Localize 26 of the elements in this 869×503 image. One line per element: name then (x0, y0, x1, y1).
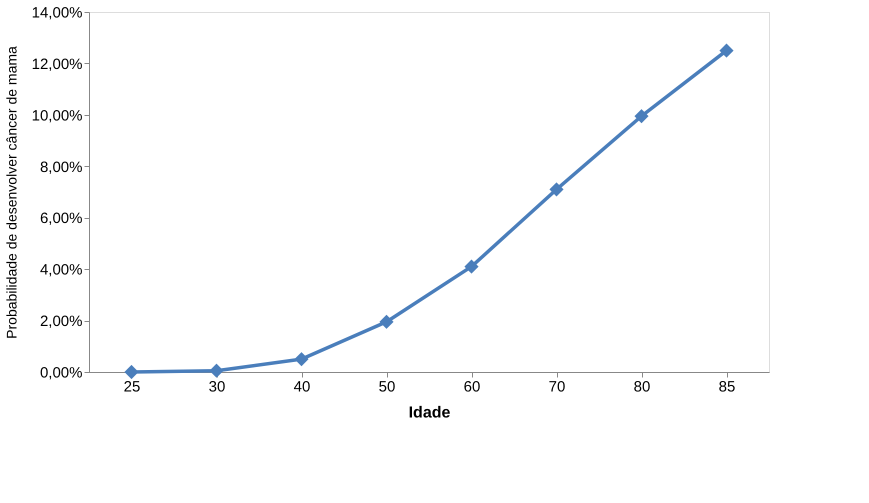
point (124, 364, 139, 380)
point (549, 182, 564, 196)
y-tick-label: 4,00% (40, 262, 82, 279)
x-tick-label: 80 (634, 378, 650, 396)
point (294, 352, 309, 366)
y-tick-label: 0,00% (40, 364, 82, 382)
point (634, 109, 649, 124)
x-tick-label: 40 (294, 378, 310, 396)
point (464, 260, 479, 274)
x-tick-label: 25 (124, 378, 140, 396)
y-tick-label: 12,00% (32, 56, 82, 73)
x-tick-label: 30 (208, 378, 226, 396)
point (379, 314, 394, 329)
y-tick-label: 8,00% (40, 158, 82, 176)
y-tick-label: 14,00% (32, 4, 82, 22)
x-tick-label: 60 (464, 378, 480, 396)
y-tick-label: 10,00% (32, 107, 82, 124)
x-axis-title: Idade (408, 404, 450, 422)
y-tick-label: 6,00% (40, 210, 82, 228)
x-tick-label: 50 (378, 378, 396, 396)
y-axis-title: Probabilidade de desenvolver câncer de mama (4, 46, 20, 339)
x-tick-label: 70 (548, 378, 566, 396)
point (719, 44, 734, 58)
y-tick-label: 2,00% (40, 313, 82, 330)
x-tick-label: 85 (718, 378, 736, 396)
point (209, 364, 224, 378)
